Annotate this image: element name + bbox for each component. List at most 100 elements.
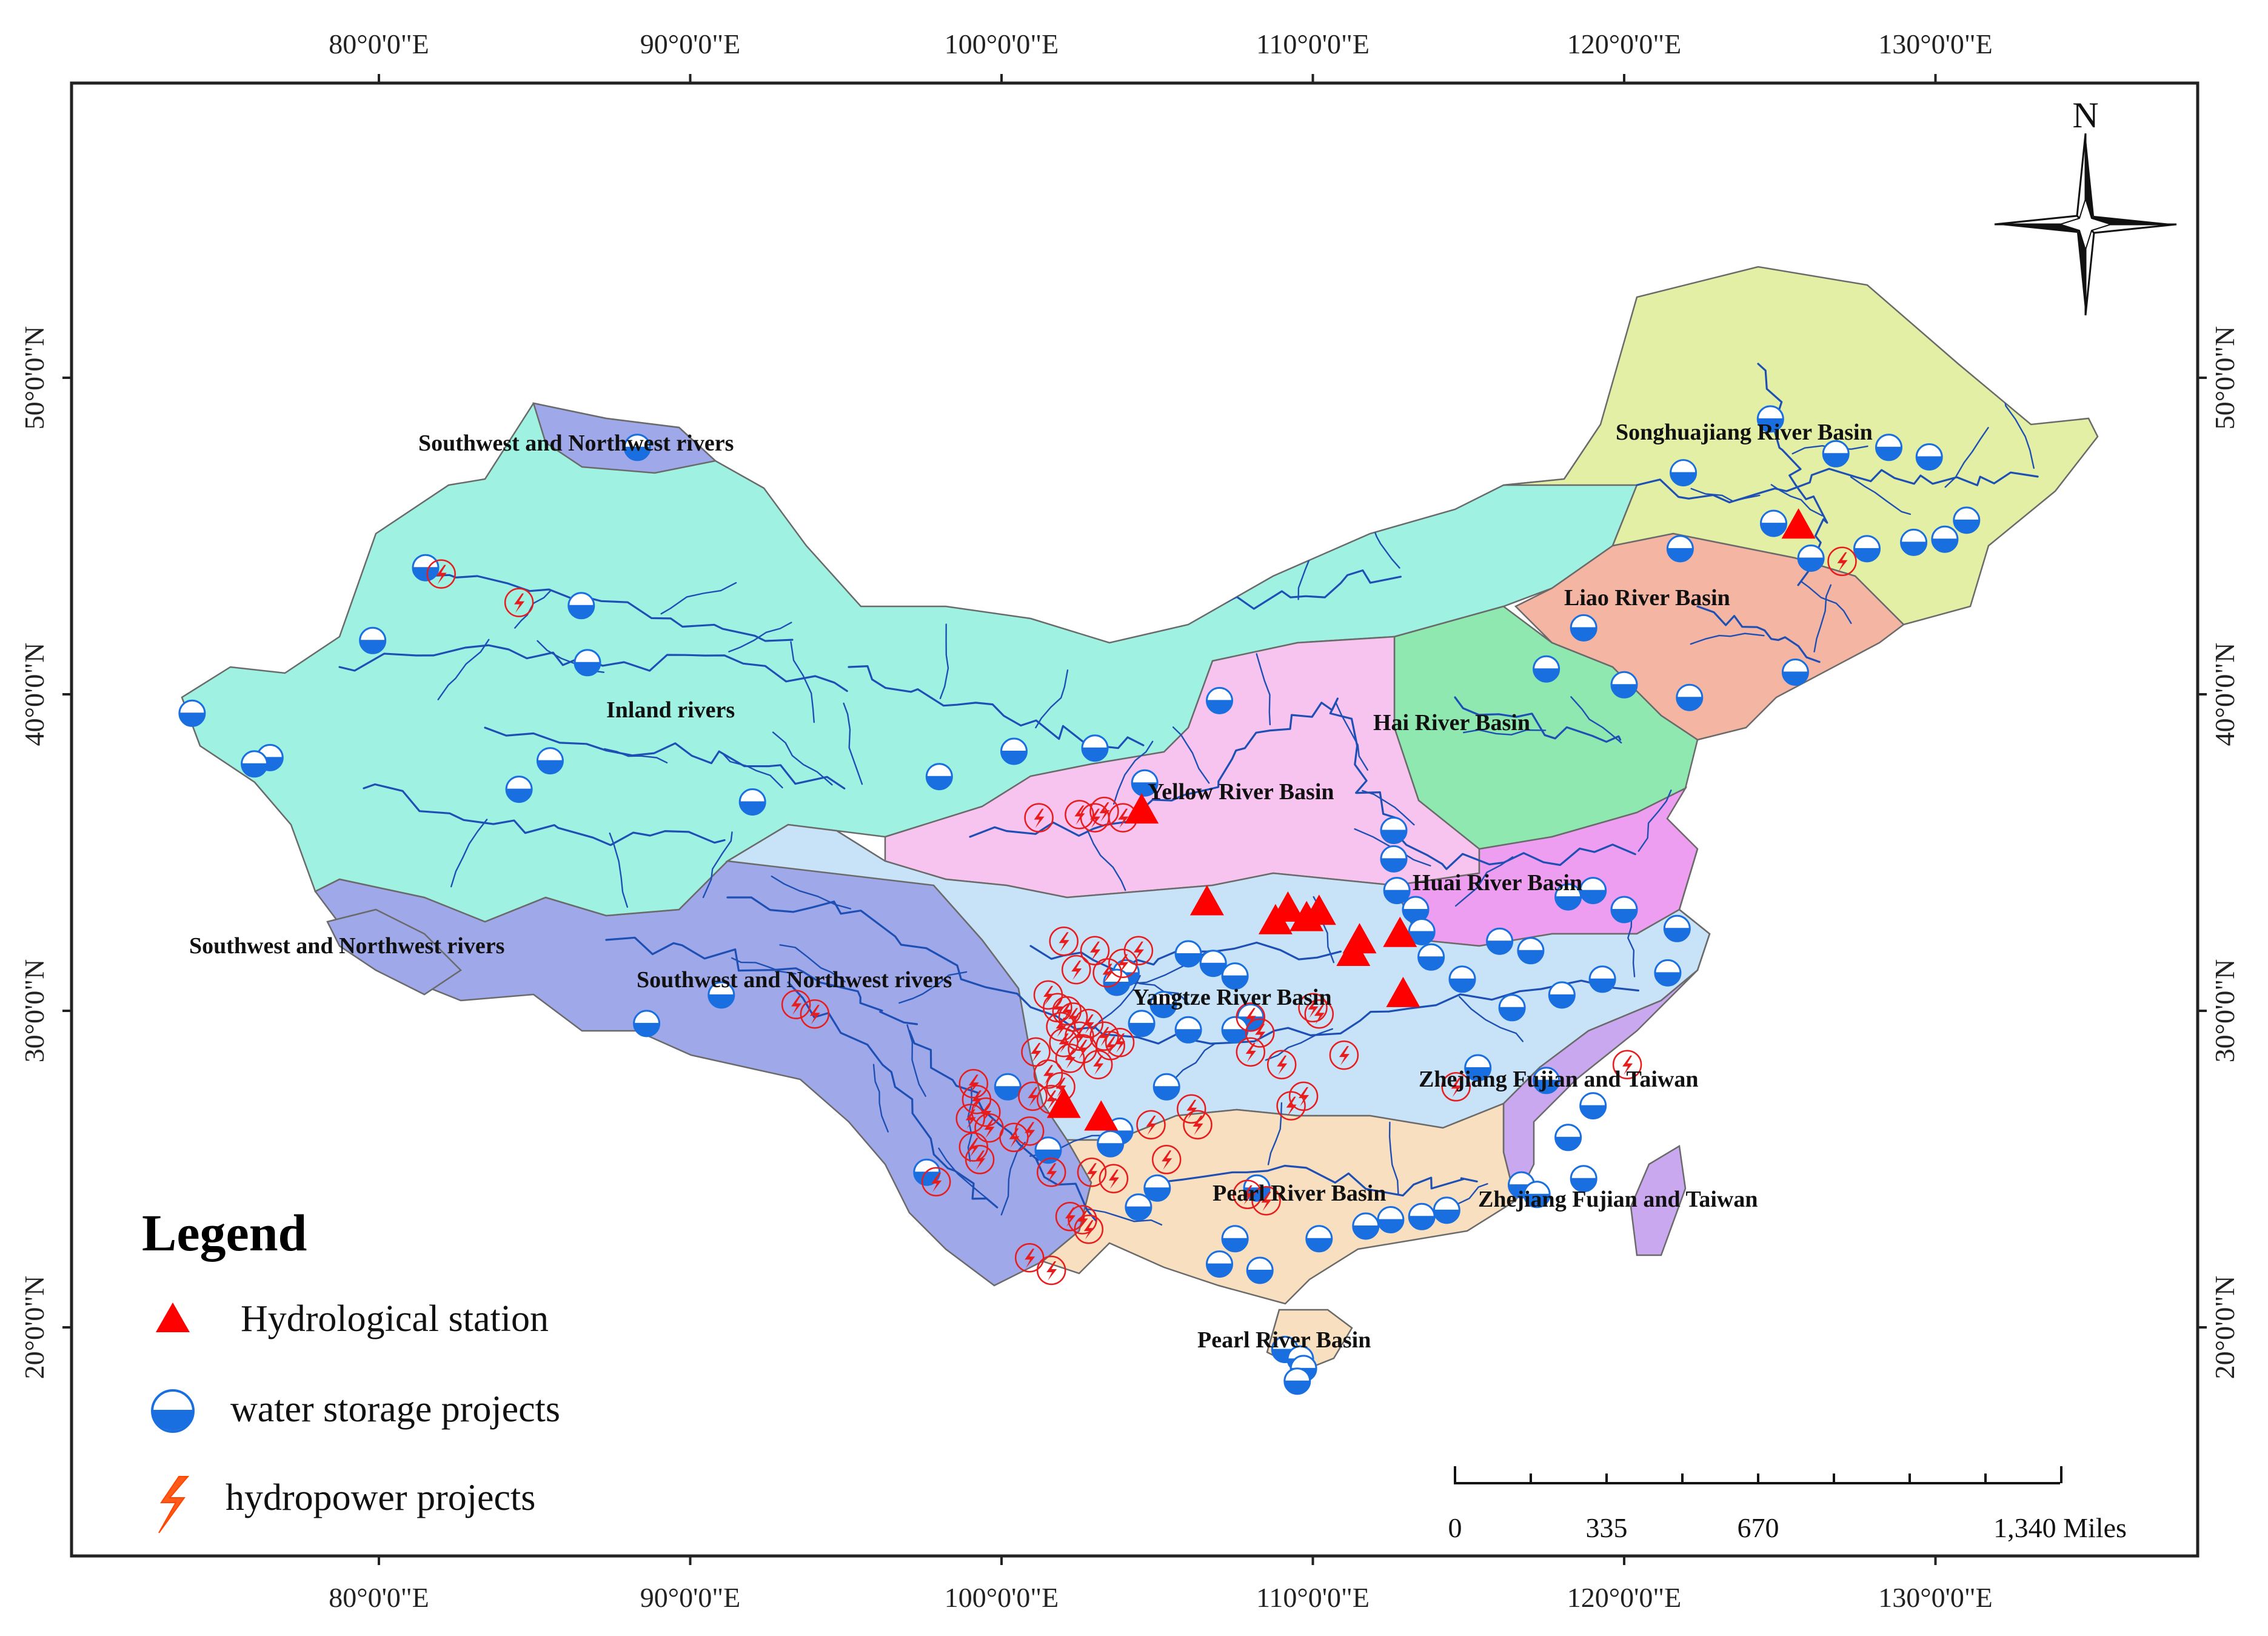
latitude-label: 40°0'0"N xyxy=(2209,643,2240,746)
hydropower-marker xyxy=(1033,1059,1063,1089)
river xyxy=(1454,696,1622,743)
water-storage-marker xyxy=(1152,1073,1180,1101)
water-storage-marker xyxy=(1305,1225,1333,1253)
water-storage-marker xyxy=(1654,959,1682,987)
river-tributary xyxy=(1770,484,1823,517)
hydropower-marker xyxy=(1089,1021,1119,1051)
latitude-label: 20°0'0"N xyxy=(19,1276,50,1380)
hydropower-marker xyxy=(1089,796,1119,826)
river-tributary xyxy=(790,641,815,723)
hydropower-marker xyxy=(1236,1002,1266,1032)
longitude-label: 80°0'0"E xyxy=(329,1582,429,1613)
hydropower-marker xyxy=(1077,1157,1107,1187)
basin-label: Yangtze River Basin xyxy=(1132,985,1332,1010)
basin-label: Southwest and Northwest rivers xyxy=(418,431,734,456)
water-storage-marker xyxy=(1931,525,1959,553)
legend-item-hydropower: hydropower projects xyxy=(158,1476,535,1534)
water-storage-marker xyxy=(1570,1165,1597,1193)
hydropower-marker xyxy=(1068,1205,1097,1235)
hydrological-station-marker xyxy=(1271,891,1305,922)
hydropower-marker xyxy=(1065,800,1094,830)
scale-label: 1,340 Miles xyxy=(1993,1512,2127,1543)
hydropower-marker xyxy=(1304,999,1334,1029)
water-storage-marker xyxy=(925,763,953,791)
water-storage-marker xyxy=(1822,440,1850,468)
river-tributary xyxy=(721,753,783,789)
hydropower-marker xyxy=(1074,1008,1104,1039)
hydropower-marker xyxy=(1055,1044,1085,1073)
hydropower-marker xyxy=(1236,1037,1266,1067)
water-storage-marker xyxy=(1579,1092,1607,1120)
hydropower-marker xyxy=(1092,958,1122,988)
water-storage-marker xyxy=(1663,914,1691,942)
river-tributary xyxy=(660,582,737,615)
water-storage-marker xyxy=(1498,994,1526,1022)
legend: Legend Hydrological station water storag… xyxy=(142,1204,560,1534)
latitude-label: 20°0'0"N xyxy=(2209,1276,2240,1380)
basin-labels: Southwest and Northwest rivers Southwest… xyxy=(189,420,1873,1353)
river xyxy=(363,783,726,846)
legend-label: Hydrological station xyxy=(241,1298,549,1339)
water-storage-marker xyxy=(505,776,533,803)
river-tributary xyxy=(1690,632,1765,645)
water-storage-marker xyxy=(1097,1130,1125,1158)
water-storage-marker xyxy=(1417,943,1445,971)
water-storage-marker xyxy=(1760,509,1787,537)
hydropower-marker xyxy=(1080,936,1110,966)
river-tributary xyxy=(898,971,968,1004)
river-tributary xyxy=(1334,701,1368,771)
water-storage-marker xyxy=(1283,1367,1311,1395)
river-tributary xyxy=(1813,584,1832,652)
hydropower-marker xyxy=(426,559,456,589)
longitude-label: 90°0'0"E xyxy=(640,28,741,59)
water-storage-marker xyxy=(1128,1010,1156,1038)
hydropower-marker xyxy=(1136,1110,1166,1140)
hydropower-marker xyxy=(1099,1164,1129,1193)
hydrological-station-marker xyxy=(1336,936,1371,966)
river xyxy=(1757,363,1828,586)
hydropower-marker xyxy=(1049,1027,1079,1058)
river xyxy=(1211,569,1402,610)
water-storage-marker xyxy=(1915,443,1943,471)
basin-label: Yellow River Basin xyxy=(1148,779,1334,805)
hydropower-marker xyxy=(1151,1145,1182,1175)
water-storage-marker xyxy=(1174,1016,1202,1044)
hydropower-marker xyxy=(1441,1072,1471,1102)
water-storage-marker xyxy=(1448,965,1476,993)
water-storage-marker xyxy=(1352,1212,1380,1240)
hydrological-station-marker xyxy=(1189,885,1224,916)
water-storage-marker xyxy=(994,1073,1022,1101)
hydropower-marker xyxy=(1266,1050,1297,1079)
longitude-label: 110°0'0"E xyxy=(1256,28,1370,59)
water-storage-marker xyxy=(1199,950,1227,977)
river-tributary xyxy=(1172,726,1210,784)
basin-label: Southwest and Northwest rivers xyxy=(637,967,952,993)
latitude-label: 30°0'0"N xyxy=(19,959,50,1063)
water-storage-marker xyxy=(1380,817,1408,844)
river-tributary xyxy=(872,1064,889,1133)
water-storage-marker xyxy=(1433,1196,1460,1224)
hydropower-marker xyxy=(965,1145,995,1175)
hydropower-marker xyxy=(800,999,830,1029)
basin-southwest-northwest-north xyxy=(532,402,717,474)
water-storage-marker xyxy=(1610,671,1638,699)
hydropower-marker xyxy=(1036,1157,1066,1187)
water-storage-marker xyxy=(178,699,206,727)
river xyxy=(1151,1164,1478,1197)
water-storage-marker xyxy=(1408,1202,1436,1230)
river-tributary xyxy=(1627,912,1636,977)
north-arrow: N xyxy=(1994,95,2177,316)
latitude-label: 50°0'0"N xyxy=(2209,326,2240,430)
river-tributary xyxy=(1086,828,1126,891)
river xyxy=(338,644,848,692)
hydropower-marker xyxy=(1105,1027,1135,1058)
hydropower-marker xyxy=(955,1104,985,1133)
hydropower-marker xyxy=(1329,1040,1359,1070)
water-storage-marker xyxy=(1548,981,1576,1009)
river xyxy=(726,896,1639,1045)
graticule: 80°0'0"E 80°0'0"E 90°0'0"E 90°0'0"E 100°0'0"… xyxy=(19,28,2240,1613)
latitude-label: 50°0'0"N xyxy=(19,326,50,430)
river xyxy=(1636,468,2039,504)
water-storage-marker xyxy=(1900,528,1928,556)
scale-label: 335 xyxy=(1586,1512,1628,1543)
